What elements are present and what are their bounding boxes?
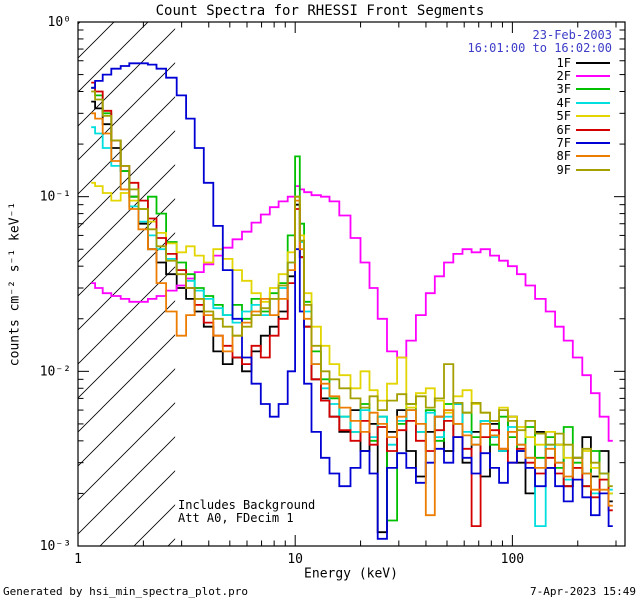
legend-item-7F: 7F bbox=[556, 136, 610, 151]
legend-swatch bbox=[576, 88, 610, 91]
x-tick-label: 100 bbox=[501, 552, 524, 567]
legend-label: 9F bbox=[556, 162, 571, 177]
legend-swatch bbox=[576, 142, 610, 145]
legend-label: 2F bbox=[556, 69, 571, 84]
series-9F bbox=[91, 90, 613, 488]
page-title: Count Spectra for RHESSI Front Segments bbox=[155, 3, 485, 19]
legend-item-5F: 5F bbox=[556, 109, 610, 124]
legend-label: 6F bbox=[556, 122, 571, 137]
annotation-attenuator-state: Att A0, FDecim 1 bbox=[178, 511, 294, 525]
y-tick-label: 10⁻³ bbox=[40, 539, 71, 554]
legend-item-3F: 3F bbox=[556, 82, 610, 97]
series-1F bbox=[91, 100, 613, 534]
legend-item-1F: 1F bbox=[556, 55, 610, 70]
legend-swatch bbox=[576, 101, 610, 104]
legend-label: 3F bbox=[556, 82, 571, 97]
x-tick-label: 1 bbox=[74, 552, 82, 567]
y-tick-label: 10⁻¹ bbox=[40, 190, 71, 205]
legend: 1F 2F 3F 4F 5F 6F 7F 8F 9F bbox=[557, 56, 610, 177]
legend-swatch bbox=[576, 168, 610, 171]
series-8F bbox=[91, 112, 613, 517]
legend-label: 5F bbox=[556, 109, 571, 124]
plot-frame bbox=[77, 21, 626, 547]
y-tick-label: 10⁰ bbox=[48, 15, 71, 30]
legend-item-2F: 2F bbox=[556, 69, 610, 84]
x-tick-label: 10 bbox=[287, 552, 303, 567]
legend-date: 23-Feb-2003 bbox=[532, 28, 612, 42]
legend-swatch bbox=[576, 61, 610, 64]
legend-item-6F: 6F bbox=[556, 122, 610, 137]
legend-swatch bbox=[576, 155, 610, 158]
legend-swatch bbox=[576, 75, 610, 78]
legend-label: 1F bbox=[556, 55, 571, 70]
legend-time-range: 16:01:00 to 16:02:00 bbox=[467, 41, 613, 55]
legend-label: 8F bbox=[556, 149, 571, 164]
series-7F bbox=[91, 62, 613, 540]
series-5F bbox=[91, 181, 613, 495]
y-axis-label: counts cm⁻² s⁻¹ keV⁻¹ bbox=[7, 201, 23, 367]
legend-swatch bbox=[576, 115, 610, 118]
legend-label: 4F bbox=[556, 95, 571, 110]
y-tick-label: 10⁻² bbox=[40, 364, 71, 379]
legend-swatch bbox=[576, 128, 610, 131]
footer-datetime: 7-Apr-2023 15:49 bbox=[530, 585, 636, 598]
legend-item-9F: 9F bbox=[556, 162, 610, 177]
legend-item-8F: 8F bbox=[556, 149, 610, 164]
legend-item-4F: 4F bbox=[556, 95, 610, 110]
series-2F bbox=[91, 185, 613, 442]
footer-generator: Generated by hsi_min_spectra_plot.pro bbox=[3, 585, 249, 598]
legend-label: 7F bbox=[556, 136, 571, 151]
annotation-includes-background: Includes Background bbox=[178, 498, 316, 512]
x-axis-label: Energy (keV) bbox=[304, 566, 398, 582]
